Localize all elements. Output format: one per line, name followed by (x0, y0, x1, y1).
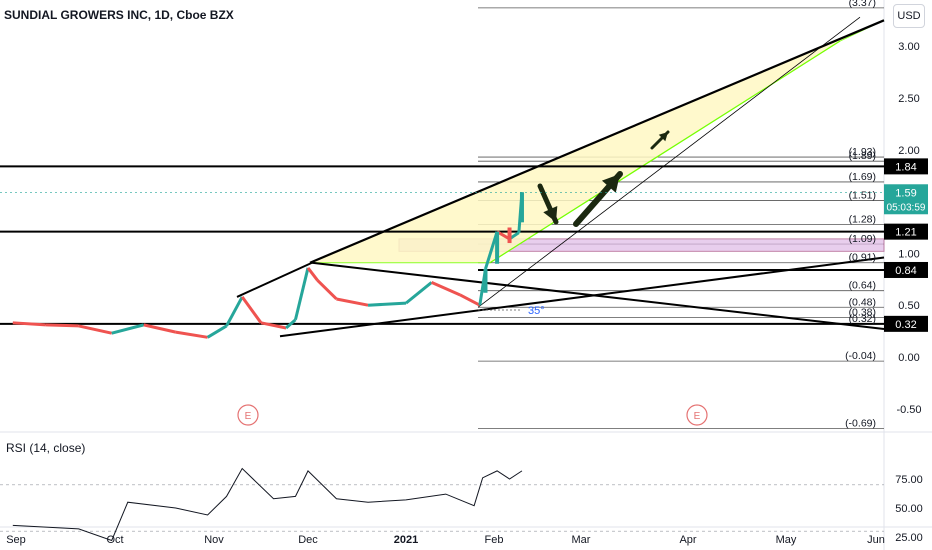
angle-label: 35° (528, 305, 545, 317)
descending-trendline (311, 261, 885, 331)
rsi-tick-label: 25.00 (895, 532, 923, 544)
time-axis-label: Mar (572, 534, 591, 546)
candle-body (507, 227, 512, 244)
currency-button[interactable]: USD (893, 4, 925, 28)
time-axis-label: 2021 (394, 534, 418, 546)
earnings-icon (237, 404, 259, 426)
badge-0-32-bg (884, 315, 928, 332)
time-axis-label: Oct (106, 534, 123, 546)
candle-segment (206, 324, 228, 339)
candle-segment (306, 266, 319, 282)
thin-trendline (477, 16, 861, 308)
wedge-lower-line (489, 40, 841, 264)
fib-level-label: (0.32) (849, 313, 876, 325)
time-axis-label: Apr (679, 534, 696, 546)
candle-segment (260, 321, 287, 330)
price-tick-label: 2.00 (898, 145, 919, 157)
support-trendline (279, 256, 885, 338)
badge-1-21-bg (884, 223, 928, 240)
time-axis-label: Feb (485, 534, 504, 546)
rsi-line (12, 467, 523, 542)
badge-0-84: 0.84 (895, 265, 916, 277)
fib-level-label: (3.37) (849, 0, 876, 9)
candle-segment (405, 281, 433, 305)
fib-level-label: (1.93) (849, 146, 876, 158)
candle-segment (496, 230, 511, 241)
fib-level-label: (-0.04) (845, 350, 876, 362)
fib-level-label: (0.48) (849, 296, 876, 308)
fib-level-label: (0.64) (849, 280, 876, 292)
countdown-label: 05:03:59 (887, 202, 926, 213)
time-axis-label: Nov (204, 534, 224, 546)
candle-segment (240, 296, 263, 324)
candle-segment (175, 330, 208, 339)
candle-segment (459, 293, 481, 307)
up-arrow-head (601, 174, 620, 193)
badge-1-84: 1.84 (895, 161, 916, 173)
trendline-nov-dec (236, 261, 313, 298)
price-tick-label: 0.50 (898, 300, 919, 312)
earnings-marker-label: E (694, 411, 701, 422)
last-price-badge: 1.59 (895, 187, 916, 199)
candle-body (483, 268, 488, 293)
candle-segment (12, 321, 46, 327)
fib-level-label: (-0.69) (845, 417, 876, 429)
price-tick-label: 2.50 (898, 93, 919, 105)
candle-segment (336, 297, 369, 307)
badge-0-84-bg (884, 261, 928, 278)
fib-level-label: (1.09) (849, 233, 876, 245)
badge-0-32: 0.32 (895, 319, 916, 331)
fib-level-label: (1.28) (849, 213, 876, 225)
time-axis-label: Dec (298, 534, 318, 546)
rsi-label: RSI (14, close) (6, 441, 86, 455)
rsi-tick-label: 75.00 (895, 474, 923, 486)
candle-segment (367, 301, 407, 307)
candle-segment (430, 281, 461, 297)
candle-segment (285, 318, 297, 330)
rsi-tick-label: 50.00 (895, 503, 923, 515)
time-axis-label: Sep (6, 534, 26, 546)
fib-level-label: (0.91) (849, 252, 876, 264)
price-tick-label: 3.00 (898, 41, 919, 53)
candle-body (519, 192, 524, 223)
price-tick-label: -0.50 (896, 404, 921, 416)
candle-body (495, 231, 500, 264)
price-tick-label: 1.00 (898, 248, 919, 260)
time-axis-label: May (776, 534, 797, 546)
last-price-bg (884, 184, 928, 215)
candle-segment (294, 267, 310, 321)
candle-segment (45, 323, 79, 328)
candle-segment (111, 323, 145, 335)
price-tick-label: 0.00 (898, 352, 919, 364)
symbol-title: SUNDIAL GROWERS INC, 1D, Cboe BZX (4, 8, 234, 22)
time-axis-label: Jun (867, 534, 885, 546)
candle-segment (143, 323, 177, 334)
fib-level-label: (0.38) (849, 307, 876, 319)
candle-segment (225, 296, 244, 327)
down-arrow-head (543, 206, 558, 222)
earnings-icon (686, 404, 708, 426)
badge-1-21: 1.21 (895, 227, 916, 239)
fib-level-label: (1.69) (849, 171, 876, 183)
badge-1-84-bg (884, 158, 928, 175)
fib-level-label: (1.51) (849, 190, 876, 202)
small-up-arrow-head (658, 132, 668, 142)
candle-segment (316, 279, 338, 301)
candle-segment (78, 324, 113, 335)
wedge-upper-trendline (309, 19, 885, 264)
earnings-marker-label: E (245, 411, 252, 422)
fib-level-label: (1.89) (849, 150, 876, 162)
